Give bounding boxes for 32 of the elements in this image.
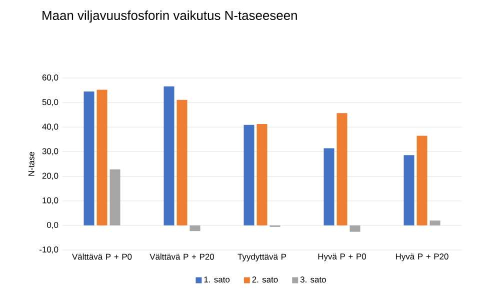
bar	[96, 90, 108, 226]
legend-label: 2. sato	[252, 276, 278, 283]
y-tick-label: 40,0	[42, 124, 58, 131]
bar	[256, 124, 268, 226]
bar	[416, 136, 428, 226]
x-tick-label: Tyydyttävä P	[238, 254, 286, 262]
y-tick-label: 30,0	[42, 148, 58, 156]
y-tick-label: -10,0	[40, 246, 58, 254]
bar	[430, 220, 440, 226]
bar	[336, 113, 348, 226]
y-tick-label: 60,0	[42, 74, 58, 82]
x-tick-label: Välttävä P + P20	[150, 254, 214, 260]
y-tick-label: 20,0	[42, 172, 58, 180]
bar	[244, 124, 254, 226]
bar	[84, 92, 94, 226]
legend-label: 3. sato	[300, 276, 326, 283]
legend-label: 1. sato	[204, 276, 230, 282]
x-tick-label: Hyvä P + P20	[396, 254, 448, 262]
bar	[110, 169, 120, 226]
x-tick-label: Välttävä P + P0	[72, 254, 132, 260]
y-tick-label: 50,0	[42, 99, 58, 106]
y-tick-label: 0,0	[47, 222, 58, 229]
bar	[176, 100, 188, 226]
x-tick-label: Hyvä P + P0	[318, 254, 366, 262]
bar	[324, 148, 334, 226]
bar	[350, 225, 360, 232]
bar	[190, 225, 200, 232]
chart-title: Maan viljavuusfosforin vaikutus N-taseeseen	[42, 10, 297, 23]
y-tick-label: 10,0	[42, 197, 58, 204]
bar	[404, 155, 414, 226]
bar	[164, 86, 174, 226]
y-axis-title: N-tase	[28, 152, 34, 176]
